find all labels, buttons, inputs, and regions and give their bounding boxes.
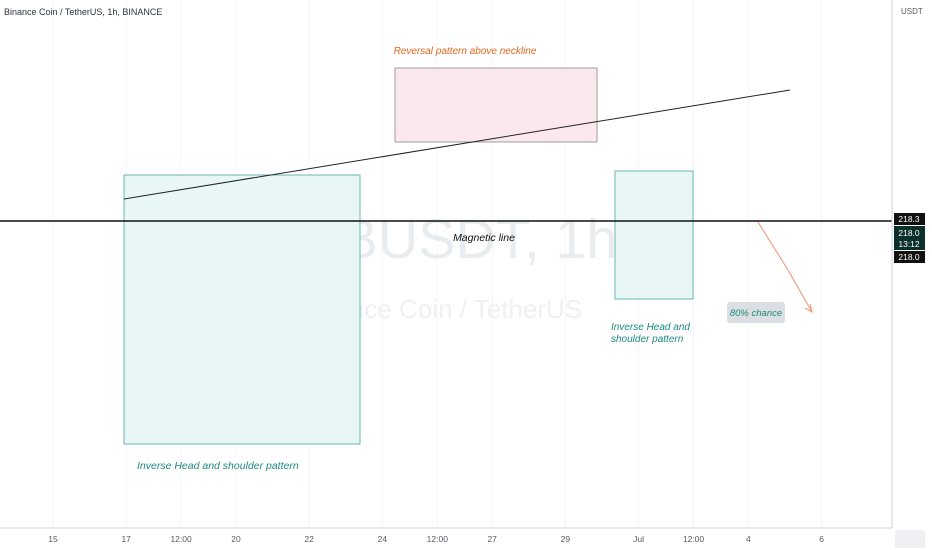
- countdown-badge: [894, 226, 925, 250]
- annotation-ihs-right-line1: Inverse Head and: [611, 322, 690, 333]
- price-badge-text: 218.3: [898, 214, 920, 224]
- line-price-badge: [894, 251, 925, 263]
- reversal-box[interactable]: [394, 67, 598, 143]
- time-tick-label: 27: [487, 534, 497, 544]
- chance-label-box[interactable]: [727, 302, 785, 323]
- time-tick-label: 20: [231, 534, 241, 544]
- chart-title: Binance Coin / TetherUS, 1h, BINANCE: [4, 7, 162, 17]
- axis-corner[interactable]: [895, 530, 925, 548]
- time-tick-label: 29: [561, 534, 571, 544]
- time-tick-label: 24: [378, 534, 388, 544]
- time-tick-label: 15: [48, 534, 58, 544]
- annotation-chance: 80% chance: [730, 308, 782, 319]
- time-tick-label: 17: [121, 534, 131, 544]
- ihs-box-right[interactable]: [614, 170, 694, 300]
- time-tick-label: 4: [746, 534, 751, 544]
- time-tick-label: Jul: [633, 534, 644, 544]
- countdown-badge-price: 218.0: [898, 228, 920, 238]
- time-tick-label: 22: [304, 534, 314, 544]
- price-badge: [894, 213, 925, 225]
- countdown-badge-time: 13:12: [898, 239, 920, 249]
- ihs-box-left[interactable]: [123, 174, 361, 445]
- time-axis-pane[interactable]: [0, 528, 932, 550]
- time-tick-label: 12:00: [683, 534, 705, 544]
- annotation-reversal: Reversal pattern above neckline: [394, 46, 537, 57]
- line-price-badge-text: 218.0: [898, 252, 920, 262]
- forecast-arrow-head-icon: [804, 303, 813, 314]
- time-tick-label: 12:00: [427, 534, 449, 544]
- annotation-magnetic-line: Magnetic line: [453, 232, 515, 244]
- forecast-line-segment-2[interactable]: [787, 269, 813, 313]
- neckline-trend-line[interactable]: [123, 89, 791, 200]
- forecast-line-segment-1[interactable]: [757, 221, 789, 271]
- time-tick-label: 6: [819, 534, 824, 544]
- price-axis-pane[interactable]: [892, 0, 932, 550]
- time-axis-ticks: 15 17 12:00 20 22 24 12:00 27 29 Jul 12:00 4 6: [48, 534, 824, 544]
- annotation-ihs-right-line2: shoulder pattern: [611, 334, 684, 345]
- annotation-ihs-left: Inverse Head and shoulder pattern: [137, 460, 299, 472]
- price-axis-unit: USDT: [901, 7, 923, 16]
- time-tick-label: 12:00: [170, 534, 192, 544]
